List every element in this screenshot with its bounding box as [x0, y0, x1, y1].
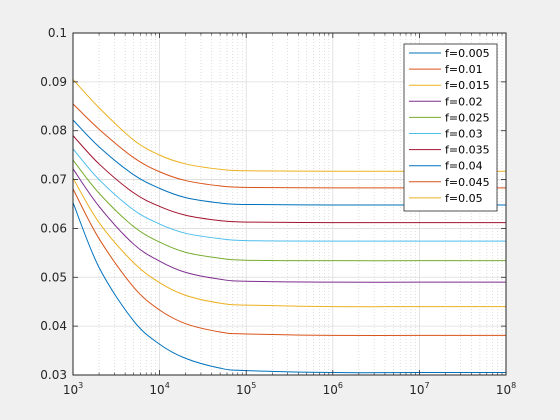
- legend-label: f=0.015: [445, 79, 490, 92]
- legend-label: f=0.025: [445, 111, 490, 124]
- legend-label: f=0.03: [445, 128, 483, 141]
- series-line-f=0.03: [72, 148, 507, 242]
- series-line-f=0.02: [72, 168, 506, 283]
- y-tick-label: 0.05: [40, 270, 67, 284]
- x-tick-label: 104: [149, 381, 169, 397]
- y-tick-label: 0.1: [48, 26, 67, 40]
- tick-layer: 103 104 105 106 107 108 0.03 0.04 0.05 0.06 0.07 0.…: [40, 26, 516, 397]
- series-layer: [72, 79, 507, 374]
- legend-label: f=0.01: [445, 63, 483, 76]
- series-line-f=0.04: [72, 119, 506, 206]
- series-line-f=0.025: [72, 159, 506, 262]
- series-line-f=0.01: [72, 188, 506, 337]
- x-tick-label: 108: [496, 381, 516, 397]
- legend-label: f=0.05: [445, 192, 483, 205]
- legend: f=0.005 f=0.01 f=0.015 f=0.02 f=0.025 f=0.03 f…: [403, 43, 498, 212]
- legend-label: f=0.045: [445, 176, 490, 189]
- plot-frame: [72, 32, 507, 376]
- legend-label: f=0.035: [445, 144, 490, 157]
- legend-label: f=0.005: [445, 47, 490, 60]
- legend-box: [403, 43, 498, 212]
- series-line-f=0.05: [72, 79, 506, 172]
- legend-label: f=0.02: [445, 95, 483, 108]
- y-tick-label: 0.08: [40, 124, 67, 138]
- y-tick-label: 0.06: [40, 221, 67, 235]
- series-line-f=0.035: [72, 135, 506, 224]
- y-tick-label: 0.04: [40, 319, 67, 333]
- x-tick-label: 105: [236, 381, 256, 397]
- x-tick-label: 106: [323, 381, 343, 397]
- series-line-f=0.015: [72, 177, 506, 308]
- x-tick-label: 103: [63, 381, 83, 397]
- series-line-f=0.005: [72, 202, 506, 374]
- series-line-f=0.045: [72, 103, 506, 189]
- y-tick-label: 0.09: [40, 75, 67, 89]
- y-tick-label: 0.07: [40, 173, 67, 187]
- x-tick-label: 107: [409, 381, 429, 397]
- legend-label: f=0.04: [445, 160, 483, 173]
- y-tick-label: 0.03: [40, 368, 67, 382]
